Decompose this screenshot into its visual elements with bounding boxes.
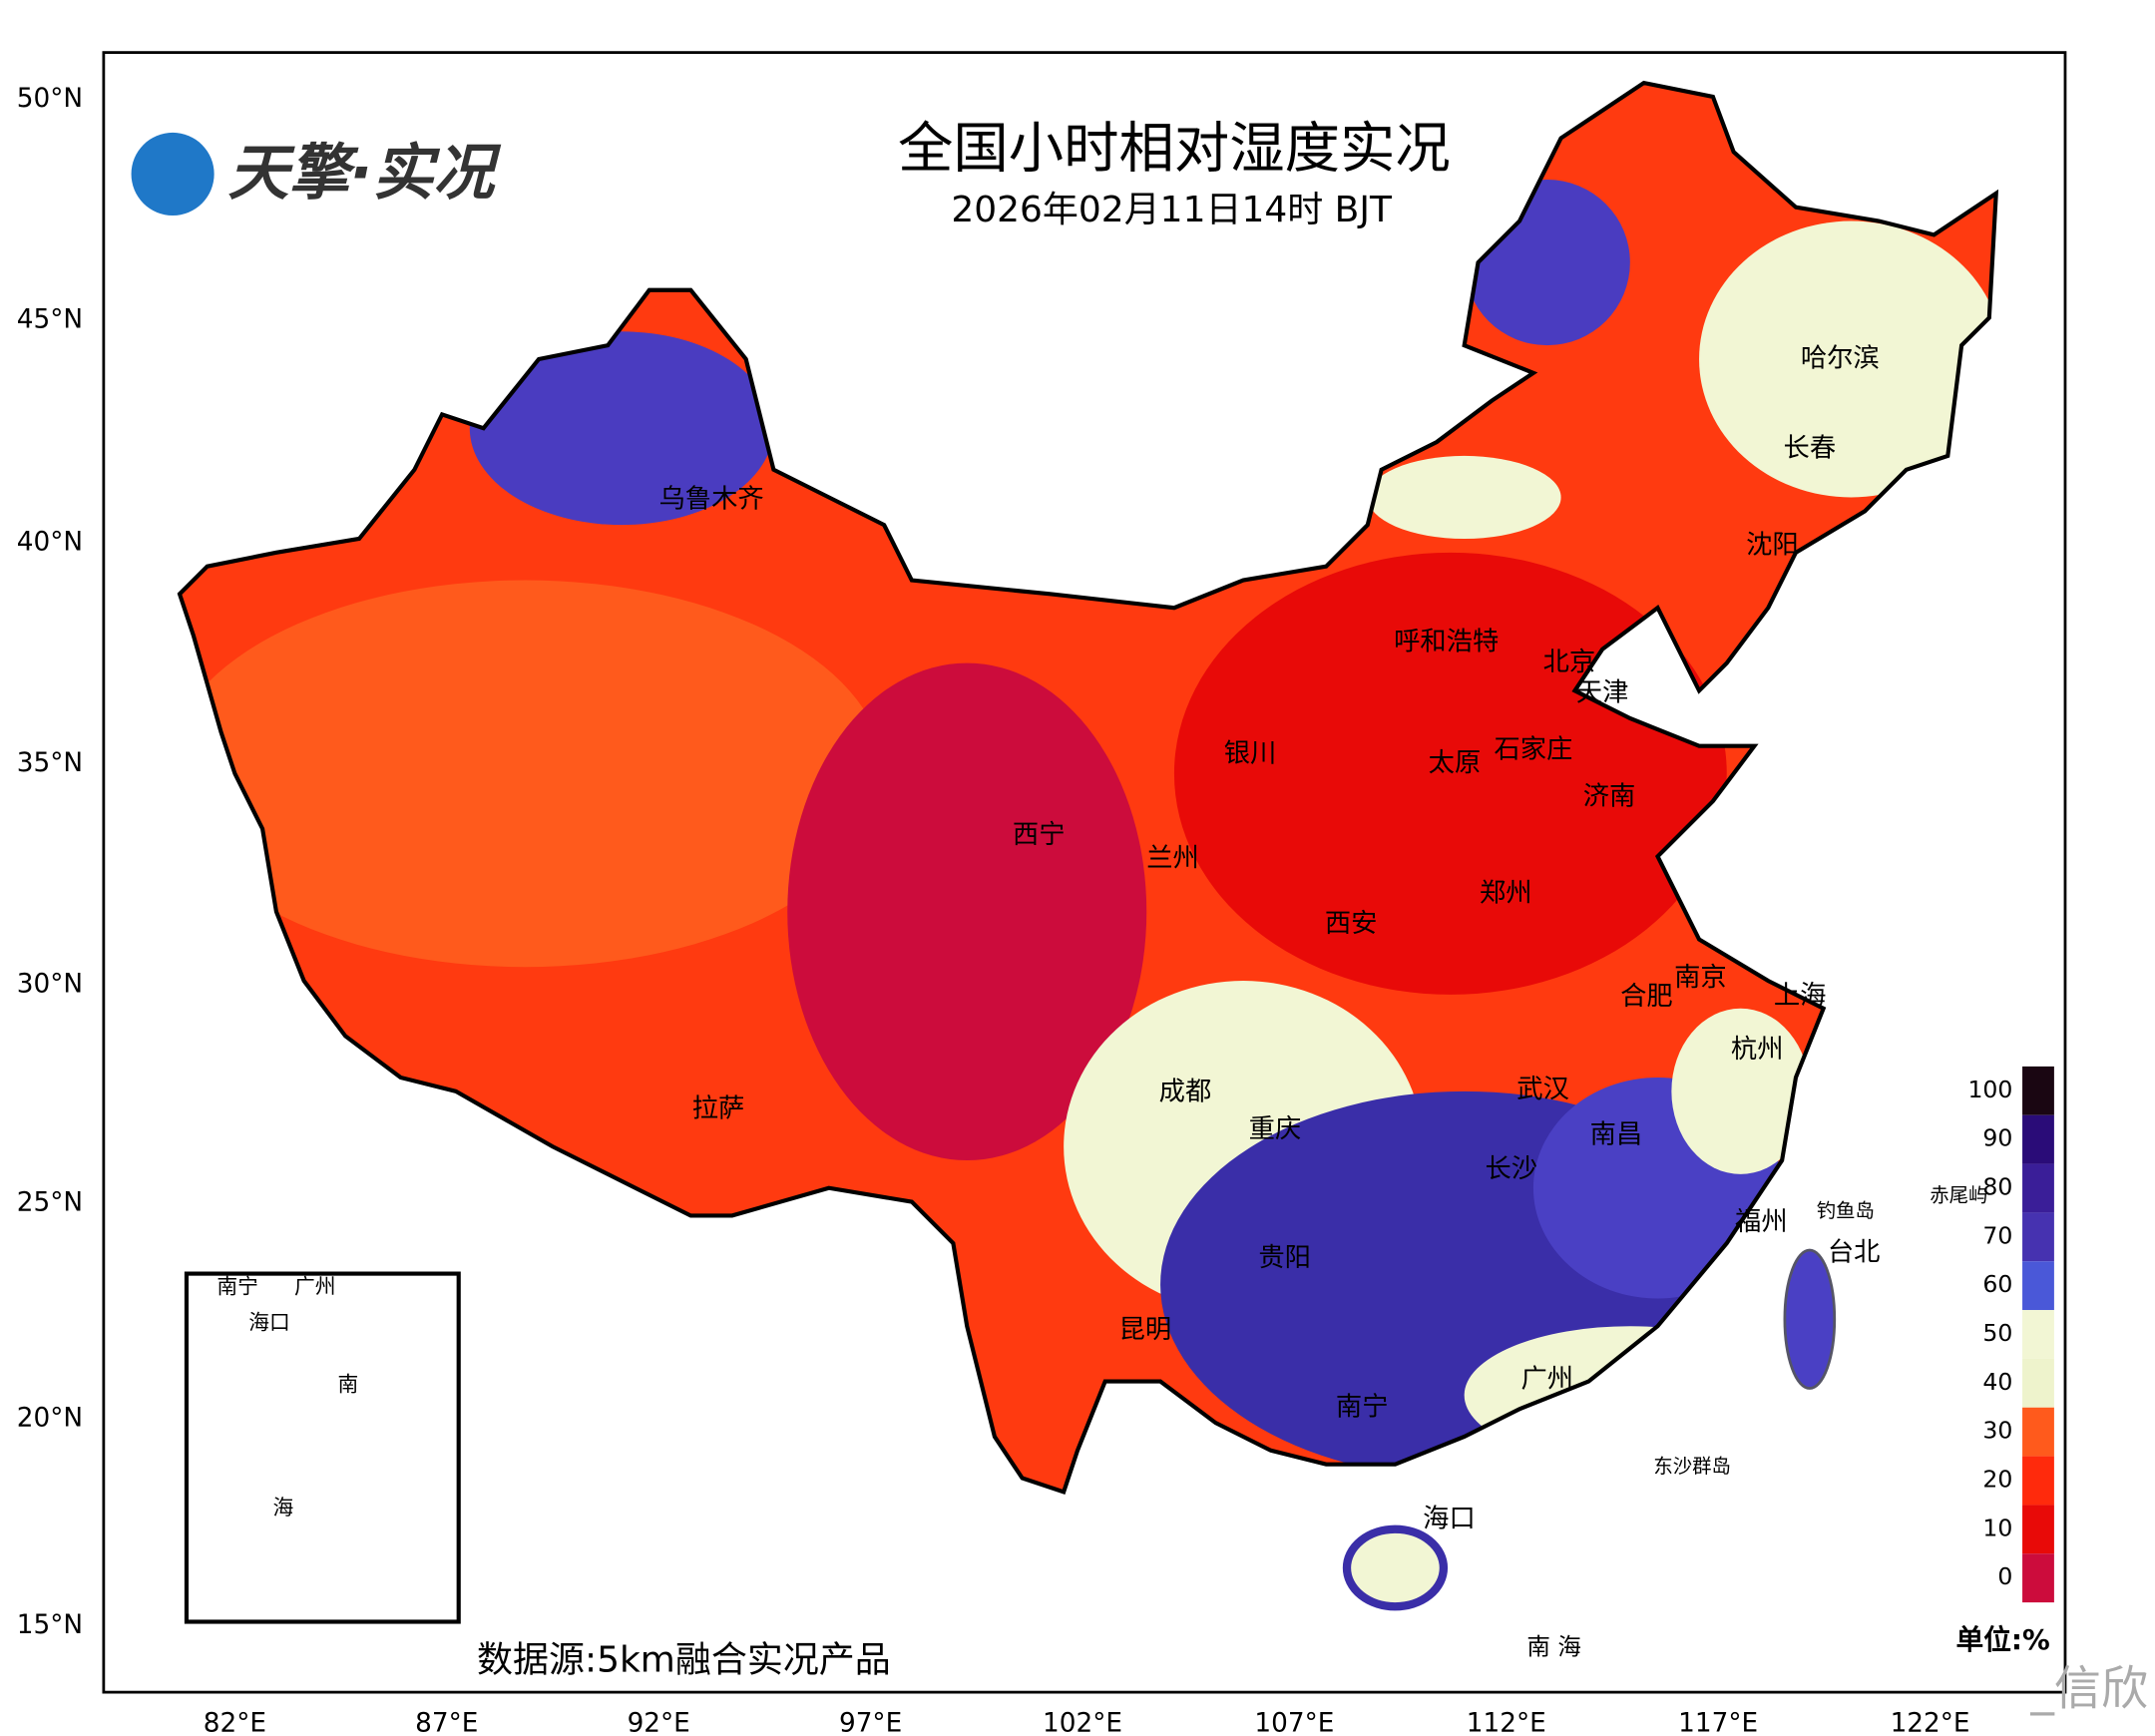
lat-label: 20°N: [17, 1403, 83, 1433]
colorbar-block: [2022, 1553, 2054, 1603]
city-label: 南宁: [1336, 1392, 1389, 1422]
watermark: _信欣: [2029, 1662, 2148, 1717]
data-source: 数据源:5km融合实况产品: [477, 1640, 891, 1681]
city-label: 拉萨: [692, 1093, 745, 1123]
colorbar-block: [2022, 1505, 2054, 1554]
city-label: 天津: [1576, 678, 1629, 708]
colorbar-tick-label: 90: [1982, 1124, 2012, 1152]
city-label: 海口: [1423, 1505, 1476, 1534]
lon-label: 87°E: [415, 1708, 478, 1736]
lon-label: 97°E: [839, 1708, 902, 1736]
city-label: 福州: [1735, 1207, 1788, 1237]
colorbar-tick-label: 0: [1997, 1562, 2012, 1590]
city-label: 西安: [1325, 909, 1378, 939]
city-label: 石家庄: [1494, 734, 1572, 764]
city-label: 上海: [1774, 981, 1827, 1011]
city-label: 合肥: [1620, 982, 1673, 1012]
colorbar-tick-label: 10: [1982, 1514, 2012, 1541]
city-label: 西宁: [1013, 820, 1066, 850]
lon-label: 122°E: [1891, 1708, 1970, 1736]
city-label: 南昌: [1590, 1120, 1643, 1150]
title: 全国小时相对湿度实况: [898, 117, 1451, 181]
city-label: 长春: [1784, 433, 1837, 463]
colorbar-tick-label: 20: [1982, 1466, 2012, 1494]
inset-label: 南: [338, 1373, 359, 1397]
city-label: 太原: [1429, 748, 1482, 778]
city-label: 郑州: [1480, 878, 1532, 908]
lon-label: 82°E: [204, 1708, 266, 1736]
logo: 天擎·实况: [131, 132, 501, 216]
island-label: 赤尾屿: [1930, 1184, 1987, 1207]
city-label: 重庆: [1249, 1114, 1302, 1144]
lon-label: 102°E: [1043, 1708, 1122, 1736]
city-label: 济南: [1583, 781, 1636, 811]
city-label: 昆明: [1119, 1315, 1172, 1345]
city-label: 长沙: [1485, 1154, 1537, 1184]
colorbar-block: [2022, 1310, 2054, 1359]
colorbar-tick-label: 40: [1982, 1368, 2012, 1396]
colorbar-block: [2022, 1407, 2054, 1457]
colorbar-block: [2022, 1261, 2054, 1311]
colorbar-block: [2022, 1066, 2054, 1115]
island-label: 南 海: [1526, 1632, 1581, 1660]
city-label: 南京: [1674, 963, 1727, 993]
colorbar-tick-label: 30: [1982, 1417, 2012, 1445]
colorbar-tick-label: 80: [1982, 1172, 2012, 1200]
subtitle: 2026年02月11日14时 BJT: [951, 190, 1393, 230]
city-label: 呼和浩特: [1394, 627, 1499, 656]
lat-label: 25°N: [17, 1187, 83, 1217]
colorbar-block: [2022, 1114, 2054, 1164]
lon-label: 117°E: [1678, 1708, 1758, 1736]
city-label: 杭州: [1731, 1035, 1784, 1065]
colorbar-tick-label: 50: [1982, 1319, 2012, 1347]
city-label: 广州: [1520, 1365, 1573, 1395]
colorbar-block: [2022, 1212, 2054, 1262]
lat-label: 50°N: [17, 84, 83, 114]
colorbar-tick-label: 100: [1967, 1076, 2012, 1103]
city-label: 武汉: [1516, 1075, 1569, 1104]
island-label: 东沙群岛: [1653, 1455, 1731, 1478]
inset-frame: [184, 1271, 461, 1624]
inset-label: 广州: [294, 1274, 336, 1298]
lon-label: 92°E: [628, 1708, 690, 1736]
city-label: 贵阳: [1258, 1243, 1311, 1273]
inset-label: 海口: [248, 1310, 290, 1334]
colorbar-tick-label: 70: [1982, 1221, 2012, 1249]
lat-label: 45°N: [17, 305, 83, 335]
city-label: 哈尔滨: [1801, 343, 1880, 373]
city-label: 沈阳: [1746, 530, 1799, 560]
city-label: 成都: [1159, 1078, 1212, 1107]
city-label: 银川: [1224, 738, 1277, 768]
lat-label: 15°N: [17, 1610, 83, 1640]
city-label: 兰州: [1146, 844, 1199, 874]
inset-label: 海: [272, 1496, 293, 1519]
colorbar-unit: 单位:%: [1956, 1623, 2050, 1656]
city-label: 台北: [1828, 1237, 1881, 1267]
city-label: 北京: [1543, 648, 1596, 677]
logo-text: 天擎·实况: [227, 138, 501, 209]
lon-label: 112°E: [1467, 1708, 1546, 1736]
lon-label: 107°E: [1254, 1708, 1334, 1736]
lat-label: 30°N: [17, 970, 83, 1000]
island-label: 钓鱼岛: [1817, 1199, 1875, 1222]
colorbar-tick-label: 60: [1982, 1270, 2012, 1298]
city-label: 乌鲁木齐: [658, 485, 763, 515]
colorbar-block: [2022, 1358, 2054, 1408]
lat-label: 35°N: [17, 748, 83, 778]
lat-label: 40°N: [17, 528, 83, 558]
inset-label: 南宁: [216, 1274, 258, 1298]
colorbar-block: [2022, 1456, 2054, 1506]
colorbar-block: [2022, 1163, 2054, 1213]
